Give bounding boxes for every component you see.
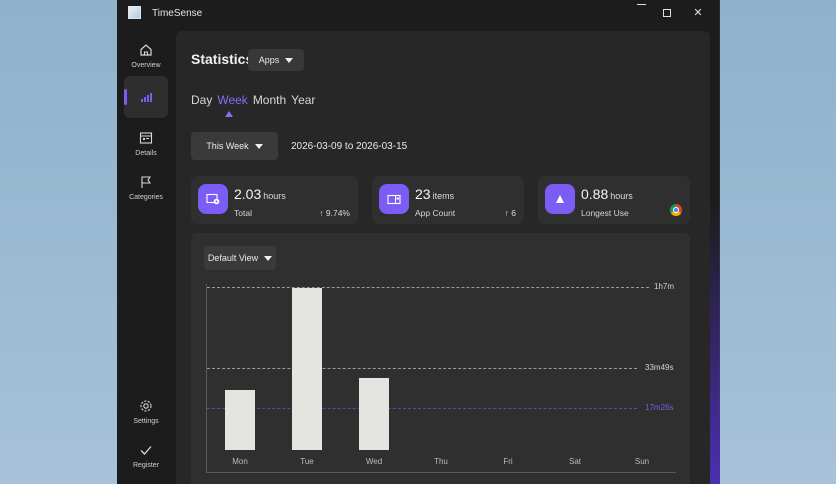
title-bar[interactable]: TimeSense ✕: [117, 0, 720, 28]
sidebar-item-label: Categories: [129, 194, 163, 201]
app-window: TimeSense ✕ Overview Details Categories …: [117, 0, 720, 484]
chrome-icon: [670, 204, 682, 216]
minimize-button[interactable]: [622, 4, 652, 22]
tab-week[interactable]: Week: [217, 93, 248, 107]
x-axis: [206, 472, 676, 473]
sidebar-item-categories[interactable]: Categories: [124, 174, 168, 201]
gridline-max: [207, 287, 649, 288]
tab-day[interactable]: Day: [191, 93, 213, 107]
gridline-average: [207, 408, 637, 409]
sidebar-item-label: Settings: [133, 418, 159, 425]
x-label-sun: Sun: [634, 457, 650, 466]
active-indicator: [124, 89, 127, 105]
dropdown-value: Default View: [207, 253, 259, 263]
bar-tue[interactable]: [292, 288, 322, 450]
stat-value: 2.03 hours: [234, 186, 286, 202]
x-label-tue: Tue: [300, 457, 314, 466]
maximize-button[interactable]: [652, 4, 682, 22]
stat-label: App Count: [415, 208, 456, 218]
stat-value: 23 items: [415, 186, 455, 202]
caret-down-icon: [264, 255, 273, 261]
sidebar-item-statistics[interactable]: [124, 76, 168, 118]
screen-clock-icon: [198, 184, 228, 214]
dropdown-value: Apps: [258, 55, 280, 65]
page-title: Statistics: [191, 51, 254, 67]
app-title: TimeSense: [152, 8, 203, 19]
y-axis: [206, 284, 207, 473]
usage-chart: Default View 1h7m 33m49s 17m26s Mon Tue …: [191, 233, 690, 484]
maximize-icon: [663, 9, 671, 18]
dropdown-value: This Week: [206, 141, 249, 151]
bar-chart-icon: [141, 93, 152, 102]
stat-delta: ↑ 9.74%: [319, 208, 350, 218]
close-button[interactable]: ✕: [693, 7, 703, 19]
stat-card-app-count: 23 items App Count ↑ 6: [372, 176, 524, 224]
home-icon: [140, 44, 152, 56]
sidebar-item-label: Register: [132, 462, 160, 469]
app-window-icon: [379, 184, 409, 214]
caret-down-icon: [285, 57, 294, 63]
caret-down-icon: [254, 143, 263, 149]
gridline-label-max: 1h7m: [654, 282, 675, 291]
type-dropdown[interactable]: Apps: [248, 49, 304, 71]
sidebar-item-label: Overview: [131, 62, 161, 69]
triangle-icon: [545, 184, 575, 214]
x-label-wed: Wed: [365, 457, 383, 466]
minimize-icon: [637, 4, 646, 5]
flag-icon: [141, 176, 152, 188]
tab-month[interactable]: Month: [252, 93, 287, 107]
sidebar: Overview Details Categories Settings Reg…: [117, 28, 171, 484]
gridline-label-average: 17m26s: [645, 403, 674, 412]
sidebar-item-settings[interactable]: Settings: [124, 398, 168, 425]
period-dropdown[interactable]: This Week: [191, 132, 278, 160]
main-content: Statistics Apps Day Week Month Year This…: [176, 31, 710, 484]
x-label-mon: Mon: [232, 457, 248, 466]
bar-mon[interactable]: [225, 390, 255, 450]
date-range: 2026-03-09 to 2026-03-15: [291, 141, 408, 152]
stat-value: 0.88 hours: [581, 186, 633, 202]
stat-card-longest-use: 0.88 hours Longest Use: [538, 176, 690, 224]
stat-label: Total: [234, 208, 252, 218]
gridline-half: [207, 368, 637, 369]
x-label-sat: Sat: [568, 457, 581, 466]
sidebar-item-label: Details: [135, 150, 157, 157]
gear-icon: [140, 400, 152, 412]
sidebar-item-overview[interactable]: Overview: [124, 42, 168, 69]
view-dropdown[interactable]: Default View: [204, 246, 276, 270]
x-label-fri: Fri: [503, 457, 513, 466]
stat-delta: ↑ 6: [504, 208, 516, 218]
x-label-thu: Thu: [434, 457, 448, 466]
tab-year[interactable]: Year: [291, 93, 316, 107]
sidebar-item-register[interactable]: Register: [124, 442, 168, 469]
bar-wed[interactable]: [359, 378, 389, 450]
stat-card-total: 2.03 hours Total ↑ 9.74%: [191, 176, 358, 224]
app-logo-icon: [128, 6, 141, 19]
window-glow-decoration: [710, 200, 720, 484]
check-icon: [140, 446, 152, 455]
calendar-icon: [139, 132, 153, 144]
tab-indicator-icon: [225, 111, 233, 117]
stat-label: Longest Use: [581, 208, 629, 218]
period-tabs: Day Week Month Year: [191, 93, 315, 107]
sidebar-item-details[interactable]: Details: [124, 130, 168, 157]
gridline-label-half: 33m49s: [645, 363, 674, 372]
